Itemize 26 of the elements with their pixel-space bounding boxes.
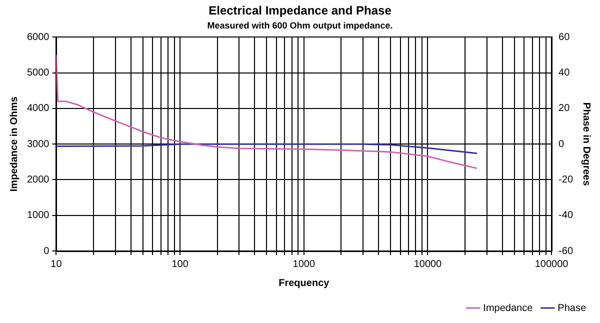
y-tick-label: 4000 xyxy=(26,103,50,114)
y2-tick-label: 60 xyxy=(558,32,570,43)
y-tick-label: 3000 xyxy=(26,138,50,150)
y2-axis-title: Phase in Degrees xyxy=(580,102,592,186)
legend-label: Impedance xyxy=(483,302,534,314)
x-tick-label: 100000 xyxy=(534,258,569,270)
x-tick-label: 1000 xyxy=(292,258,316,270)
chart-title: Electrical Impedance and Phase xyxy=(208,4,392,18)
x-tick-label: 100 xyxy=(172,258,189,270)
y-axis-title: Impedance in Ohms xyxy=(8,96,20,192)
x-tick-label: 10 xyxy=(50,258,62,270)
y-tick-label: 1000 xyxy=(26,210,50,222)
legend-label: Phase xyxy=(558,302,586,314)
y-tick-label: 0 xyxy=(44,246,50,257)
y2-tick-label: 20 xyxy=(558,103,570,114)
y-tick-label: 5000 xyxy=(26,68,50,79)
y2-tick-label: 0 xyxy=(558,138,565,150)
y-tick-label: 6000 xyxy=(26,32,50,43)
chart-subtitle: Measured with 600 Ohm output impedance. xyxy=(207,20,393,30)
y2-tick-label: -60 xyxy=(558,246,574,257)
y2-tick-label: -40 xyxy=(558,210,574,222)
y2-tick-label: 40 xyxy=(558,68,570,79)
x-axis-title: Frequency xyxy=(278,278,330,289)
y-tick-label: 2000 xyxy=(26,174,50,186)
y2-tick-label: -20 xyxy=(558,174,574,186)
x-tick-label: 10000 xyxy=(414,258,442,270)
